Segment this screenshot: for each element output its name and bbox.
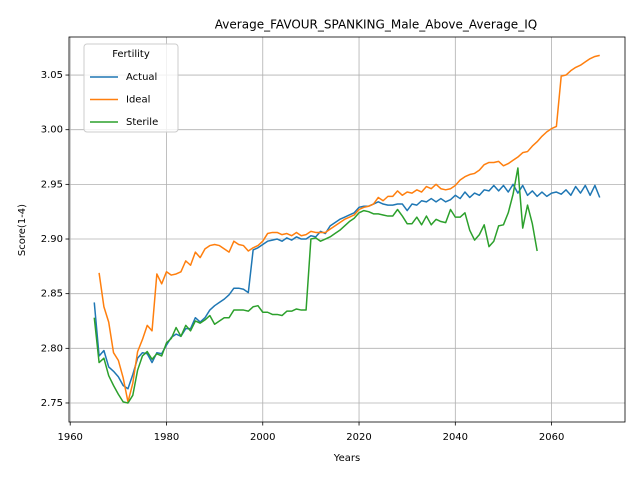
ticks: 1960 1980 2000 2020 2040 2060 2.75 2.80 2.85 2.90… — [41, 70, 565, 443]
y-tick-label: 3.00 — [41, 125, 63, 136]
x-tick-label: 2000 — [250, 432, 275, 443]
x-tick-label: 2040 — [443, 432, 468, 443]
lines — [93, 54, 601, 404]
legend-label: Sterile — [126, 117, 158, 128]
y-axis-label: Score(1-4) — [17, 204, 28, 256]
x-tick-label: 2020 — [346, 432, 371, 443]
grid — [69, 37, 625, 422]
y-tick-label: 3.05 — [41, 70, 63, 81]
y-tick-label: 2.95 — [41, 179, 63, 190]
y-tick-label: 2.75 — [41, 398, 63, 409]
x-tick-label: 1960 — [57, 432, 82, 443]
x-tick-label: 1980 — [154, 432, 179, 443]
legend-title: Fertility — [112, 49, 150, 60]
series-line — [98, 54, 600, 403]
legend: Fertility Actual Ideal Sterile — [83, 43, 179, 133]
series-line — [93, 183, 601, 390]
series-line — [93, 167, 538, 404]
y-tick-label: 2.85 — [41, 289, 63, 300]
chart-title: Average_FAVOUR_SPANKING_Male_Above_Avera… — [215, 18, 537, 32]
legend-label: Actual — [126, 72, 157, 83]
legend-label: Ideal — [126, 95, 150, 106]
x-axis-label: Years — [333, 453, 360, 464]
axes-frame — [68, 36, 626, 423]
legend-box — [83, 43, 179, 133]
y-tick-label: 2.90 — [41, 234, 63, 245]
y-tick-label: 2.80 — [41, 343, 63, 354]
x-tick-label: 2060 — [539, 432, 564, 443]
